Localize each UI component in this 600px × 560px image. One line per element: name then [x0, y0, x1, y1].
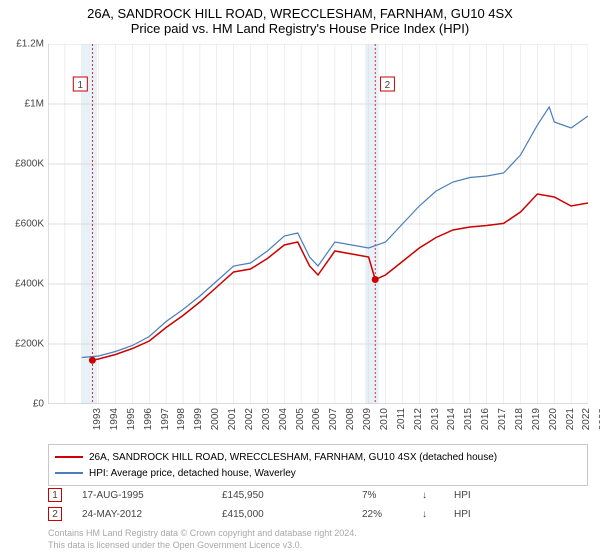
legend-swatch-0: [55, 456, 83, 458]
x-tick-label: 2007: [328, 408, 339, 448]
y-tick-label: £800K: [2, 159, 44, 170]
legend-label-0: 26A, SANDROCK HILL ROAD, WRECCLESHAM, FA…: [89, 452, 497, 463]
y-tick-label: £600K: [2, 219, 44, 230]
x-tick-label: 2008: [345, 408, 356, 448]
marker-legend-delta-0: 7%: [362, 490, 402, 501]
marker-legend-row-0: 1 17-AUG-1995 £145,950 7% ↓ HPI: [48, 486, 588, 504]
footer-line1: Contains HM Land Registry data © Crown c…: [48, 528, 357, 540]
x-tick-label: 2011: [396, 408, 407, 448]
marker-legend-row-1: 2 24-MAY-2012 £415,000 22% ↓ HPI: [48, 505, 588, 523]
svg-text:1: 1: [78, 80, 84, 91]
x-tick-label: 2012: [413, 408, 424, 448]
x-tick-label: 2001: [227, 408, 238, 448]
title-line2: Price paid vs. HM Land Registry's House …: [0, 21, 600, 36]
x-tick-label: 2003: [261, 408, 272, 448]
marker-legend-ref-0: HPI: [454, 490, 471, 501]
x-tick-label: 2009: [362, 408, 373, 448]
down-arrow-icon: ↓: [422, 490, 434, 501]
y-tick-label: £0: [2, 399, 44, 410]
marker-legend-badge-0: 1: [48, 488, 62, 502]
legend-swatch-1: [55, 472, 83, 474]
legend-row-1: HPI: Average price, detached house, Wave…: [55, 465, 581, 481]
x-tick-label: 2013: [430, 408, 441, 448]
legend-row-0: 26A, SANDROCK HILL ROAD, WRECCLESHAM, FA…: [55, 449, 581, 465]
x-tick-label: 2018: [514, 408, 525, 448]
y-tick-label: £400K: [2, 279, 44, 290]
marker-legend-delta-1: 22%: [362, 509, 402, 520]
legend-box: 26A, SANDROCK HILL ROAD, WRECCLESHAM, FA…: [48, 444, 588, 486]
y-tick-label: £1.2M: [2, 39, 44, 50]
chart-container: 26A, SANDROCK HILL ROAD, WRECCLESHAM, FA…: [0, 0, 600, 560]
marker-legend-price-1: £415,000: [222, 509, 342, 520]
x-tick-label: 2019: [531, 408, 542, 448]
x-tick-label: 2002: [244, 408, 255, 448]
x-tick-label: 2021: [565, 408, 576, 448]
y-tick-label: £1M: [2, 99, 44, 110]
legend-label-1: HPI: Average price, detached house, Wave…: [89, 468, 296, 479]
y-tick-label: £200K: [2, 339, 44, 350]
chart-plot-area: 12: [48, 44, 588, 404]
x-tick-label: 2014: [446, 408, 457, 448]
x-tick-label: 2016: [480, 408, 491, 448]
footer-attribution: Contains HM Land Registry data © Crown c…: [48, 528, 357, 551]
x-tick-label: 2006: [311, 408, 322, 448]
title-block: 26A, SANDROCK HILL ROAD, WRECCLESHAM, FA…: [0, 0, 600, 40]
x-tick-label: 1994: [109, 408, 120, 448]
x-tick-label: 2020: [548, 408, 559, 448]
x-tick-label: 2017: [497, 408, 508, 448]
x-tick-label: 2010: [379, 408, 390, 448]
footer-line2: This data is licensed under the Open Gov…: [48, 540, 357, 552]
x-tick-label: 2004: [278, 408, 289, 448]
svg-text:2: 2: [385, 80, 391, 91]
marker-legend-ref-1: HPI: [454, 509, 471, 520]
x-tick-label: 1995: [126, 408, 137, 448]
down-arrow-icon: ↓: [422, 509, 434, 520]
chart-svg: 12: [48, 44, 588, 404]
x-tick-label: 2022: [581, 408, 592, 448]
marker-legend-badge-1: 2: [48, 507, 62, 521]
marker-legend-price-0: £145,950: [222, 490, 342, 501]
x-tick-label: 2005: [295, 408, 306, 448]
x-tick-label: 1998: [176, 408, 187, 448]
x-tick-label: 1997: [160, 408, 171, 448]
marker-legend-date-0: 17-AUG-1995: [82, 490, 202, 501]
x-tick-label: 1993: [92, 408, 103, 448]
title-line1: 26A, SANDROCK HILL ROAD, WRECCLESHAM, FA…: [0, 6, 600, 21]
x-tick-label: 2015: [463, 408, 474, 448]
x-tick-label: 1999: [193, 408, 204, 448]
x-tick-label: 2000: [210, 408, 221, 448]
x-tick-label: 1996: [143, 408, 154, 448]
marker-legend-date-1: 24-MAY-2012: [82, 509, 202, 520]
